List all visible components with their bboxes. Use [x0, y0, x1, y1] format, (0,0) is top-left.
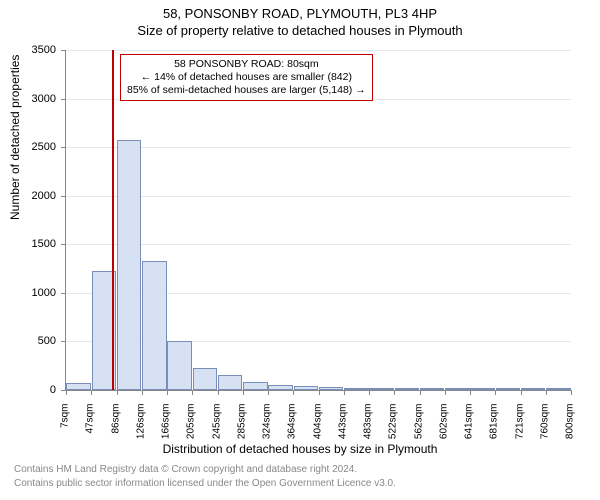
x-tick	[546, 390, 547, 395]
x-tick	[319, 390, 320, 395]
histogram-bar	[470, 388, 495, 390]
x-tick-label: 86sqm	[110, 404, 121, 464]
x-tick-label: 483sqm	[363, 404, 374, 464]
x-tick	[293, 390, 294, 395]
x-tick-label: 721sqm	[514, 404, 525, 464]
histogram-bar	[546, 388, 571, 390]
gridline	[66, 244, 571, 245]
annotation-line-3: 85% of semi-detached houses are larger (…	[127, 84, 366, 97]
x-tick	[420, 390, 421, 395]
y-tick-label: 3500	[0, 44, 56, 56]
x-tick	[495, 390, 496, 395]
x-tick-label: 800sqm	[565, 404, 576, 464]
x-tick-label: 7sqm	[60, 404, 71, 464]
annotation-line-1: 58 PONSONBY ROAD: 80sqm	[127, 58, 366, 71]
y-tick-label: 500	[0, 335, 56, 347]
x-tick	[445, 390, 446, 395]
footer-copyright-1: Contains HM Land Registry data © Crown c…	[14, 464, 357, 475]
x-tick	[369, 390, 370, 395]
histogram-bar	[193, 368, 218, 390]
histogram-bar	[294, 386, 319, 390]
y-tick	[61, 196, 66, 197]
x-tick-label: 245sqm	[211, 404, 222, 464]
histogram-bar	[496, 388, 521, 390]
y-tick-label: 2000	[0, 190, 56, 202]
chart-area: 58 PONSONBY ROAD: 80sqm← 14% of detached…	[65, 50, 570, 390]
x-tick-label: 324sqm	[262, 404, 273, 464]
x-tick	[91, 390, 92, 395]
histogram-bar	[319, 387, 344, 390]
histogram-bar	[445, 388, 470, 390]
histogram-bar	[521, 388, 546, 390]
annotation-line-2: ← 14% of detached houses are smaller (84…	[127, 71, 366, 84]
x-tick-label: 205sqm	[186, 404, 197, 464]
histogram-bar	[395, 388, 420, 390]
gridline	[66, 50, 571, 51]
x-tick-label: 285sqm	[236, 404, 247, 464]
x-tick-label: 404sqm	[312, 404, 323, 464]
gridline	[66, 196, 571, 197]
x-tick	[142, 390, 143, 395]
x-tick	[470, 390, 471, 395]
property-marker-line	[112, 50, 114, 390]
x-tick	[268, 390, 269, 395]
x-tick	[66, 390, 67, 395]
footer-copyright-2: Contains public sector information licen…	[14, 478, 396, 489]
histogram-bar	[142, 261, 167, 390]
y-tick	[61, 147, 66, 148]
histogram-bar	[167, 341, 192, 390]
x-tick-label: 364sqm	[287, 404, 298, 464]
y-tick	[61, 50, 66, 51]
histogram-bar	[243, 382, 268, 390]
histogram-bar	[268, 385, 293, 390]
x-tick	[394, 390, 395, 395]
y-tick	[61, 341, 66, 342]
y-tick-label: 3000	[0, 93, 56, 105]
x-tick-label: 166sqm	[161, 404, 172, 464]
x-tick	[521, 390, 522, 395]
y-tick-label: 1500	[0, 238, 56, 250]
page-subtitle: Size of property relative to detached ho…	[0, 21, 600, 38]
y-tick	[61, 244, 66, 245]
x-tick	[344, 390, 345, 395]
x-tick-label: 562sqm	[413, 404, 424, 464]
gridline	[66, 147, 571, 148]
annotation-box: 58 PONSONBY ROAD: 80sqm← 14% of detached…	[120, 54, 373, 101]
histogram-bar	[66, 383, 91, 390]
histogram-bar	[369, 388, 394, 390]
x-tick-label: 522sqm	[388, 404, 399, 464]
x-tick-label: 443sqm	[337, 404, 348, 464]
x-tick-label: 602sqm	[438, 404, 449, 464]
x-tick-label: 126sqm	[135, 404, 146, 464]
y-tick-label: 2500	[0, 141, 56, 153]
y-tick	[61, 293, 66, 294]
x-tick	[243, 390, 244, 395]
histogram-bar	[117, 140, 142, 390]
y-tick	[61, 99, 66, 100]
x-tick-label: 760sqm	[539, 404, 550, 464]
chart-container: 58, PONSONBY ROAD, PLYMOUTH, PL3 4HP Siz…	[0, 0, 600, 500]
x-tick	[117, 390, 118, 395]
x-tick-label: 641sqm	[464, 404, 475, 464]
plot-region: 58 PONSONBY ROAD: 80sqm← 14% of detached…	[65, 50, 571, 391]
x-tick-label: 681sqm	[489, 404, 500, 464]
histogram-bar	[344, 388, 369, 390]
page-title-address: 58, PONSONBY ROAD, PLYMOUTH, PL3 4HP	[0, 0, 600, 21]
x-tick-label: 47sqm	[85, 404, 96, 464]
x-tick	[218, 390, 219, 395]
histogram-bar	[218, 375, 243, 390]
x-tick	[167, 390, 168, 395]
x-tick	[571, 390, 572, 395]
histogram-bar	[420, 388, 445, 390]
x-tick	[192, 390, 193, 395]
y-tick-label: 0	[0, 384, 56, 396]
y-tick-label: 1000	[0, 287, 56, 299]
